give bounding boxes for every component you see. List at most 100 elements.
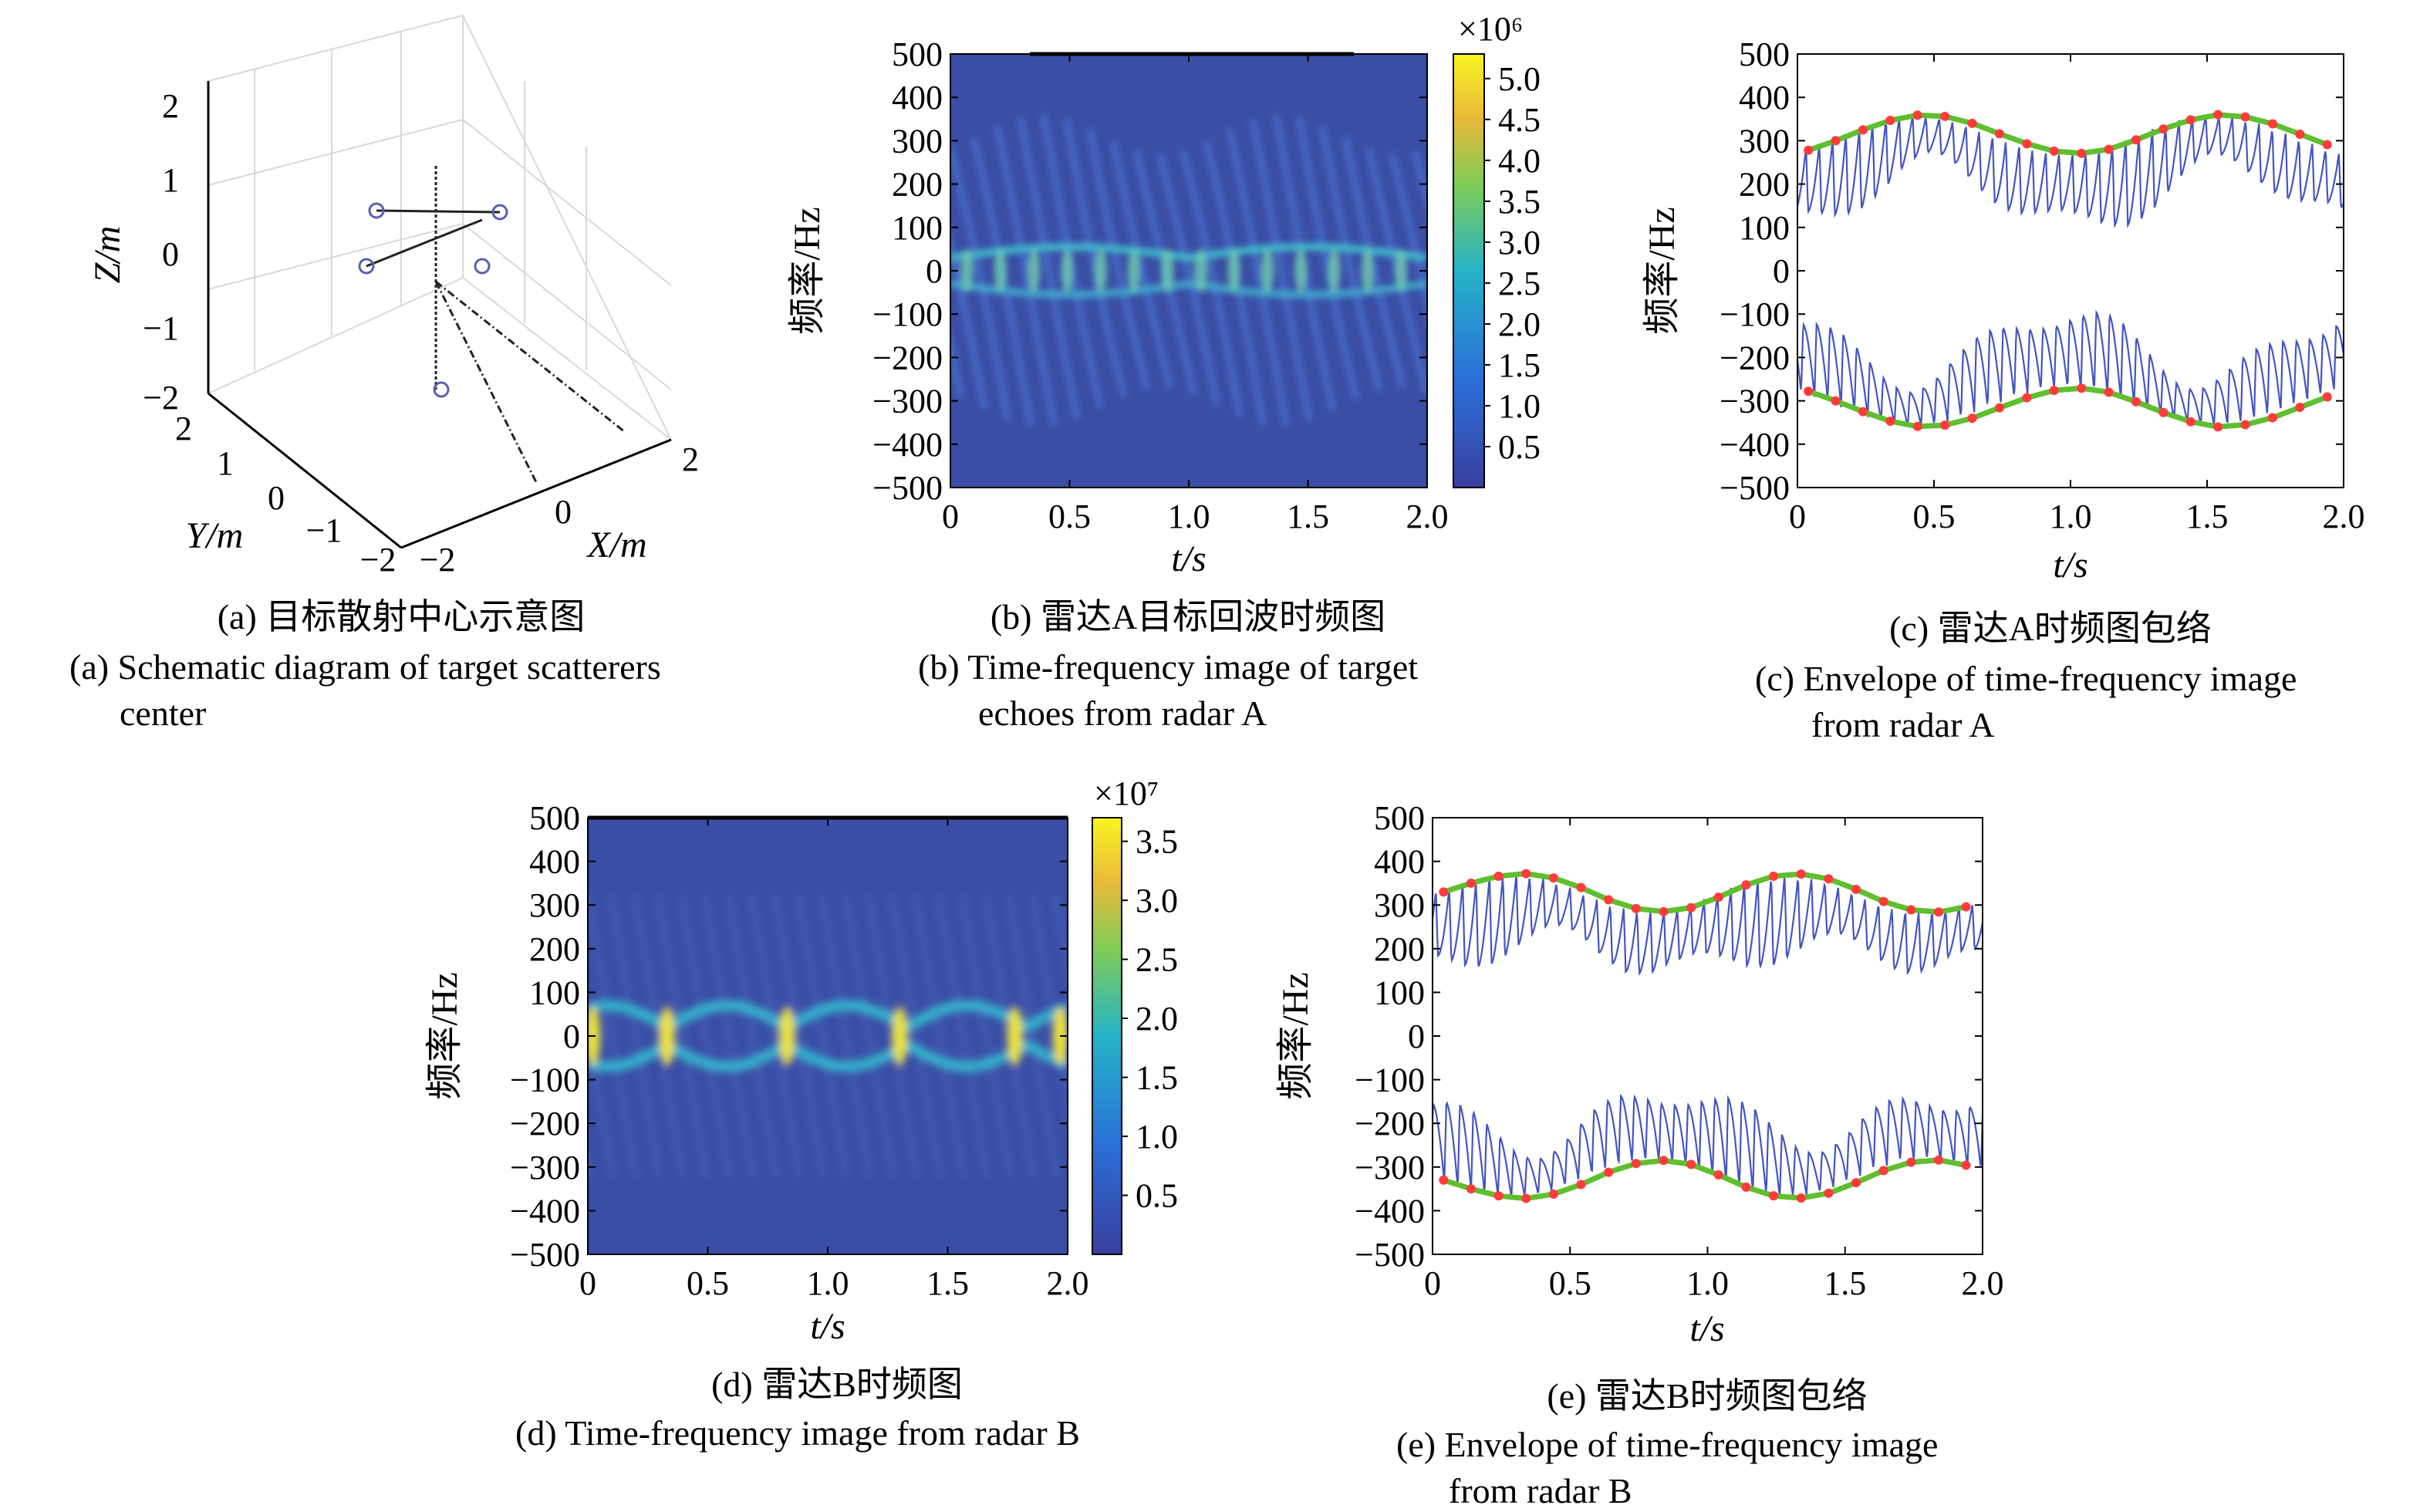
envelope-point <box>1994 403 2004 413</box>
envelope-point <box>1933 1155 1943 1165</box>
y-tick-label: 300 <box>529 886 580 924</box>
tf-streak <box>993 125 1058 427</box>
envelope-point <box>1659 906 1669 916</box>
panel-d-heatmap <box>588 896 1068 1176</box>
envelope-point <box>1961 1160 1971 1170</box>
y-tick-label: 300 <box>1374 886 1425 924</box>
x-tick-label: 1.5 <box>1824 1264 1866 1302</box>
colorbar-tick-label: 3.5 <box>1498 183 1541 221</box>
signal-line <box>1431 1093 1984 1197</box>
x-tick-label: 0.5 <box>1048 498 1091 535</box>
tf-streak <box>1226 128 1291 427</box>
envelope-point <box>1967 118 1977 128</box>
panel-c-x-label: t/s <box>2053 545 2087 586</box>
envelope-point <box>1940 420 1950 430</box>
envelope-point <box>1686 903 1696 913</box>
scatterer-point <box>433 381 450 398</box>
y-tick-label: 0 <box>1408 1018 1425 1055</box>
x-tick-label: 2.0 <box>1047 1264 1089 1302</box>
y-tick: 0 <box>268 479 285 517</box>
z-tick: 1 <box>162 161 179 199</box>
colorbar-tick-label: 1.5 <box>1136 1059 1178 1097</box>
y-tick-label: 400 <box>1374 843 1425 881</box>
envelope-point <box>1831 136 1841 146</box>
tf-hotspot <box>1294 249 1308 292</box>
colorbar-tick-label: 4.5 <box>1498 101 1541 139</box>
tf-streak <box>1156 153 1220 407</box>
colorbar-tick-label: 1.0 <box>1136 1118 1178 1156</box>
panel-a-caption-cn: (a) 目标散射中心示意图 <box>218 597 586 636</box>
tf-streak <box>748 896 802 1176</box>
y-tick: 1 <box>217 444 234 482</box>
envelope-point <box>2077 148 2087 158</box>
scatterer-point <box>358 258 375 275</box>
x-tick: −2 <box>420 541 456 579</box>
tf-hotspot <box>1194 249 1207 292</box>
envelope-point <box>1804 145 1814 155</box>
tf-streak <box>1295 116 1360 400</box>
panel-d: 0 0.5 1.0 1.5 2.0 500 400 300 200 100 0 −100 −200 −30… <box>424 775 1178 1453</box>
envelope-point <box>2049 146 2059 156</box>
envelope-point <box>1912 110 1922 120</box>
panel-a-caption-en-cont: center <box>120 694 206 733</box>
x-tick-label: 2.0 <box>1406 498 1449 535</box>
x-tick-label: 0 <box>579 1264 596 1302</box>
tf-hotspot <box>779 1007 795 1065</box>
envelope-point <box>1906 1157 1916 1167</box>
tf-streak <box>959 896 1013 1176</box>
y-tick-label: 400 <box>892 79 943 116</box>
envelope-point <box>2022 393 2032 403</box>
envelope-point <box>1741 880 1751 890</box>
envelope-point <box>1466 1184 1476 1194</box>
envelope-point <box>1604 895 1614 905</box>
colorbar-tick-label: 5.0 <box>1498 60 1541 98</box>
y-tick-label: −300 <box>510 1149 580 1186</box>
tf-hotspot <box>960 249 974 292</box>
signal-line <box>1431 875 1984 977</box>
panel-a-z-ticks: 2 1 0 −1 −2 <box>143 87 179 417</box>
envelope-point <box>2022 139 2032 149</box>
x-tick-label: 2.0 <box>1962 1264 2004 1302</box>
envelope-point <box>2295 129 2305 139</box>
envelope-point <box>1961 902 1971 912</box>
scatterer-point <box>368 202 385 219</box>
envelope-point <box>1933 907 1943 917</box>
panel-b-y-label: 频率/Hz <box>787 207 828 334</box>
y-tick-label: −500 <box>1720 469 1790 507</box>
x-tick-label: 0.5 <box>1913 498 1956 535</box>
signal-line <box>1796 115 2345 229</box>
x-tick-label: 1.5 <box>1287 498 1329 535</box>
envelope-point <box>1769 871 1779 881</box>
y-tick-label: 500 <box>1739 35 1790 73</box>
envelope-point <box>1940 111 1950 121</box>
y-tick-label: 400 <box>529 843 580 881</box>
tf-streak <box>1053 896 1068 983</box>
y-tick-label: 100 <box>1374 974 1425 1011</box>
panel-c-caption-en: (c) Envelope of time-frequency image <box>1755 659 2297 698</box>
x-tick-label: 0 <box>1424 1264 1441 1302</box>
panel-b-caption-en: (b) Time-frequency image of target <box>918 647 1418 687</box>
tf-hotspot <box>659 1007 675 1065</box>
tf-hotspot <box>1127 249 1140 292</box>
envelope-line <box>1443 1157 1967 1202</box>
panel-d-colorbar-ticks: 3.5 3.0 2.5 2.0 1.5 1.0 0.5 <box>1122 823 1178 1215</box>
envelope-point <box>1796 1193 1806 1203</box>
envelope-point <box>1967 413 1977 424</box>
panel-a-axes <box>207 81 672 549</box>
envelope-point <box>1686 1159 1696 1169</box>
y-tick-label: 200 <box>1739 166 1790 204</box>
z-tick: 2 <box>162 87 179 125</box>
envelope-point <box>1604 1167 1614 1177</box>
y-tick: −1 <box>306 511 343 549</box>
y-tick-label: 100 <box>892 209 943 247</box>
envelope-point <box>1858 125 1868 135</box>
x-tick: 0 <box>555 493 572 531</box>
envelope-point <box>2158 407 2168 417</box>
x-tick-label: 1.0 <box>2050 498 2092 535</box>
envelope-point <box>2322 140 2332 150</box>
envelope-point <box>1741 1182 1751 1192</box>
panel-a-z-label: Z/m <box>87 226 128 284</box>
tf-streak <box>1318 125 1383 392</box>
envelope-point <box>1521 869 1531 879</box>
y-tick-label: 200 <box>1374 930 1425 968</box>
